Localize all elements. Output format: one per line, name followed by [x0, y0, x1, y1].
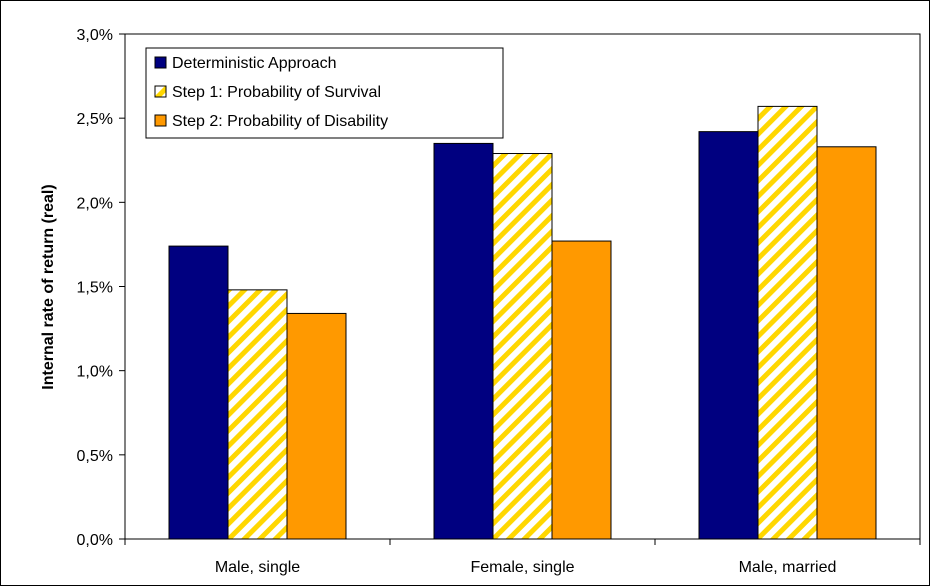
x-axis: Male, single Female, single Male, married — [124, 539, 921, 576]
bar-series-1 — [433, 142, 494, 540]
bar-series-2 — [227, 289, 288, 540]
bar-series-2 — [757, 105, 818, 540]
bar-series-3 — [816, 146, 877, 540]
legend-swatch-deterministic — [154, 56, 167, 69]
legend-label-deterministic: Deterministic Approach — [172, 55, 337, 72]
x-tick-label: Female, single — [470, 559, 574, 576]
legend-label-survival: Step 1: Probability of Survival — [172, 84, 381, 101]
x-tick-label: Male, married — [739, 559, 837, 576]
legend-box — [145, 47, 504, 139]
x-tick-label: Male, single — [215, 559, 300, 576]
y-axis-title: Internal rate of return (real) — [40, 184, 57, 389]
legend: Deterministic Approach Step 1: Probabili… — [145, 47, 504, 139]
bar-series-3 — [551, 240, 612, 540]
legend-label-disability: Step 2: Probability of Disability — [172, 113, 388, 130]
y-tick-label: 0,0% — [77, 532, 113, 549]
legend-swatch-disability — [154, 114, 167, 127]
y-tick-label: 3,0% — [77, 27, 113, 44]
bars — [168, 105, 877, 540]
y-tick-label: 1,0% — [77, 364, 113, 381]
bar-series-3 — [286, 312, 347, 540]
y-tick-label: 2,0% — [77, 195, 113, 212]
y-axis: 0,0% 0,5% 1,0% 1,5% 2,0% 2,5% 3,0% — [77, 27, 125, 549]
bar-series-1 — [168, 245, 229, 540]
bar-series-1 — [698, 131, 759, 540]
bar-series-2 — [492, 153, 553, 540]
y-tick-label: 1,5% — [77, 280, 113, 297]
legend-swatch-survival — [154, 85, 167, 98]
y-tick-label: 2,5% — [77, 111, 113, 128]
y-tick-label: 0,5% — [77, 448, 113, 465]
